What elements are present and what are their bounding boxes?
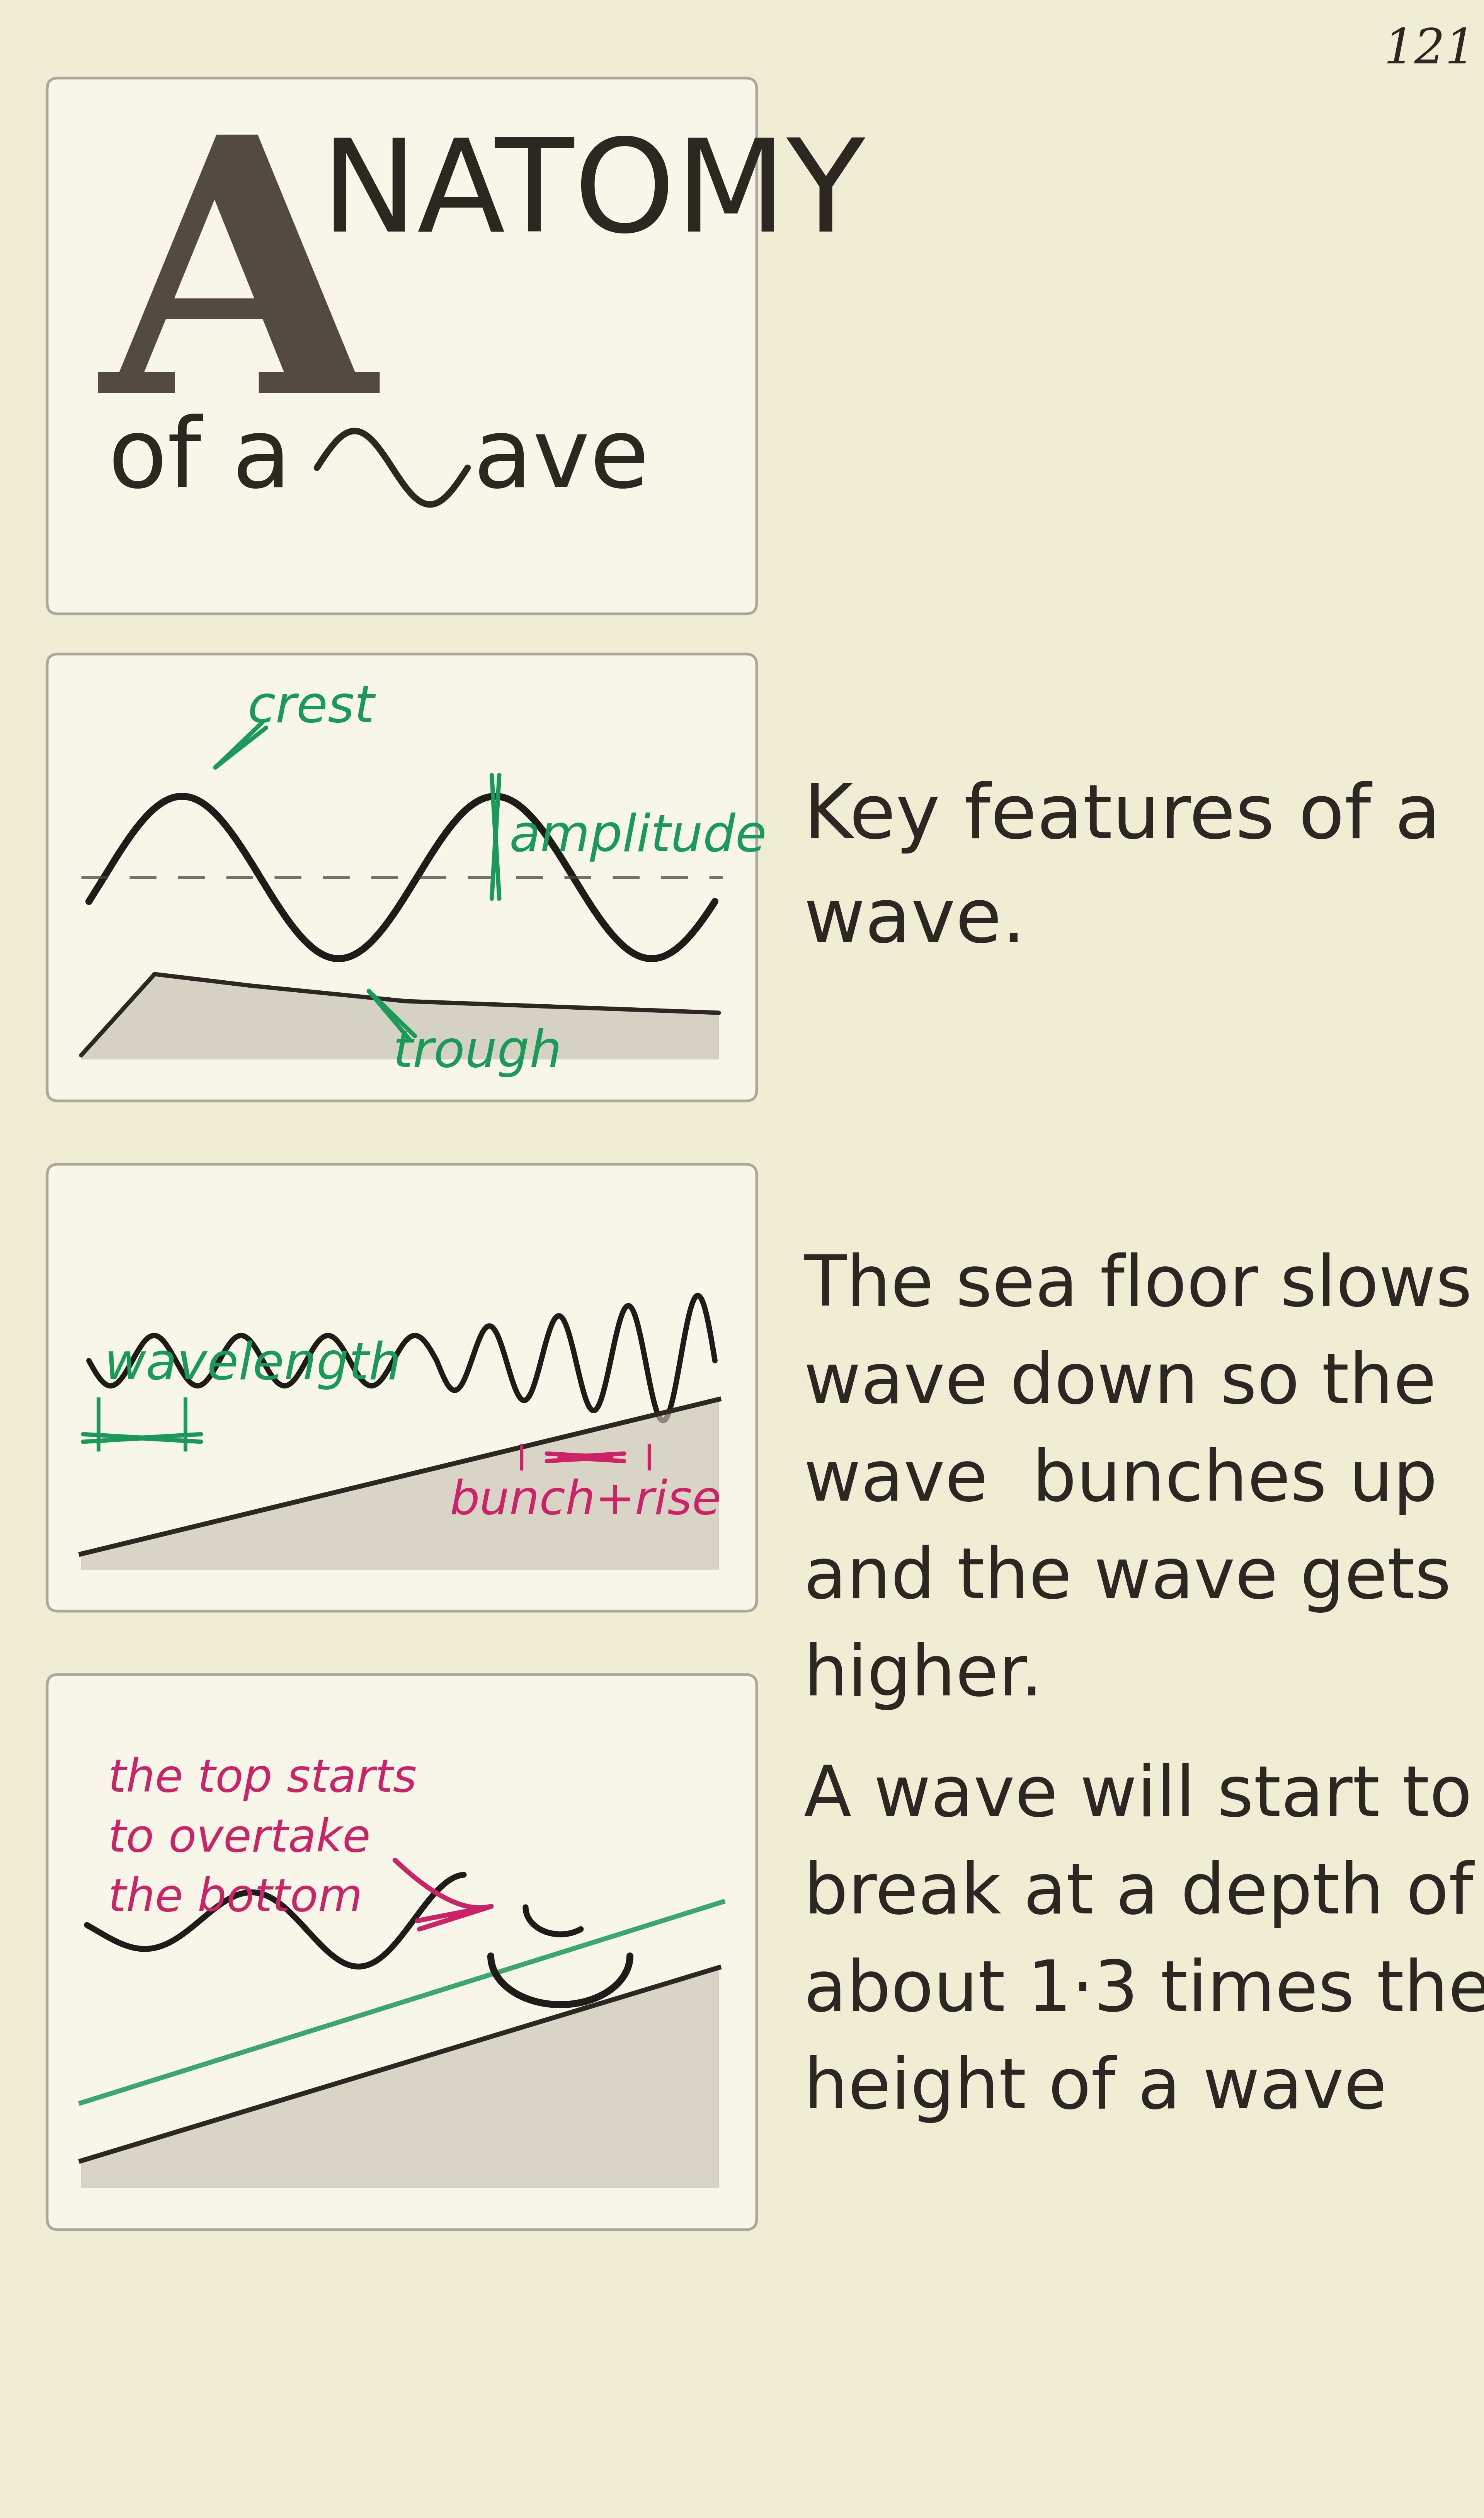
Text: The sea floor slows a
wave down so the
wave  bunches up
and the wave gets
higher: The sea floor slows a wave down so the w…	[804, 1251, 1484, 1710]
Text: NATOMY: NATOMY	[321, 133, 865, 259]
Text: Key features of a
wave.: Key features of a wave.	[804, 781, 1441, 957]
Text: amplitude: amplitude	[509, 813, 767, 861]
Text: wavelength: wavelength	[104, 1340, 402, 1390]
Polygon shape	[82, 1967, 718, 2188]
FancyBboxPatch shape	[47, 1163, 757, 1612]
Text: of a: of a	[108, 413, 291, 506]
Polygon shape	[82, 1400, 718, 1569]
FancyBboxPatch shape	[47, 1674, 757, 2228]
Text: A wave will start to
break at a depth of
about 1·3 times the
height of a wave: A wave will start to break at a depth of…	[804, 1763, 1484, 2123]
Text: the top starts
to overtake
the bottom: the top starts to overtake the bottom	[108, 1758, 417, 1921]
Text: trough: trough	[393, 1027, 562, 1078]
Text: A: A	[101, 123, 375, 466]
FancyBboxPatch shape	[47, 655, 757, 1100]
Text: ave: ave	[473, 413, 650, 506]
Text: crest: crest	[248, 682, 375, 733]
Polygon shape	[82, 974, 718, 1060]
Text: 121: 121	[1383, 28, 1477, 73]
FancyBboxPatch shape	[47, 78, 757, 614]
Text: bunch+rise: bunch+rise	[450, 1478, 721, 1523]
